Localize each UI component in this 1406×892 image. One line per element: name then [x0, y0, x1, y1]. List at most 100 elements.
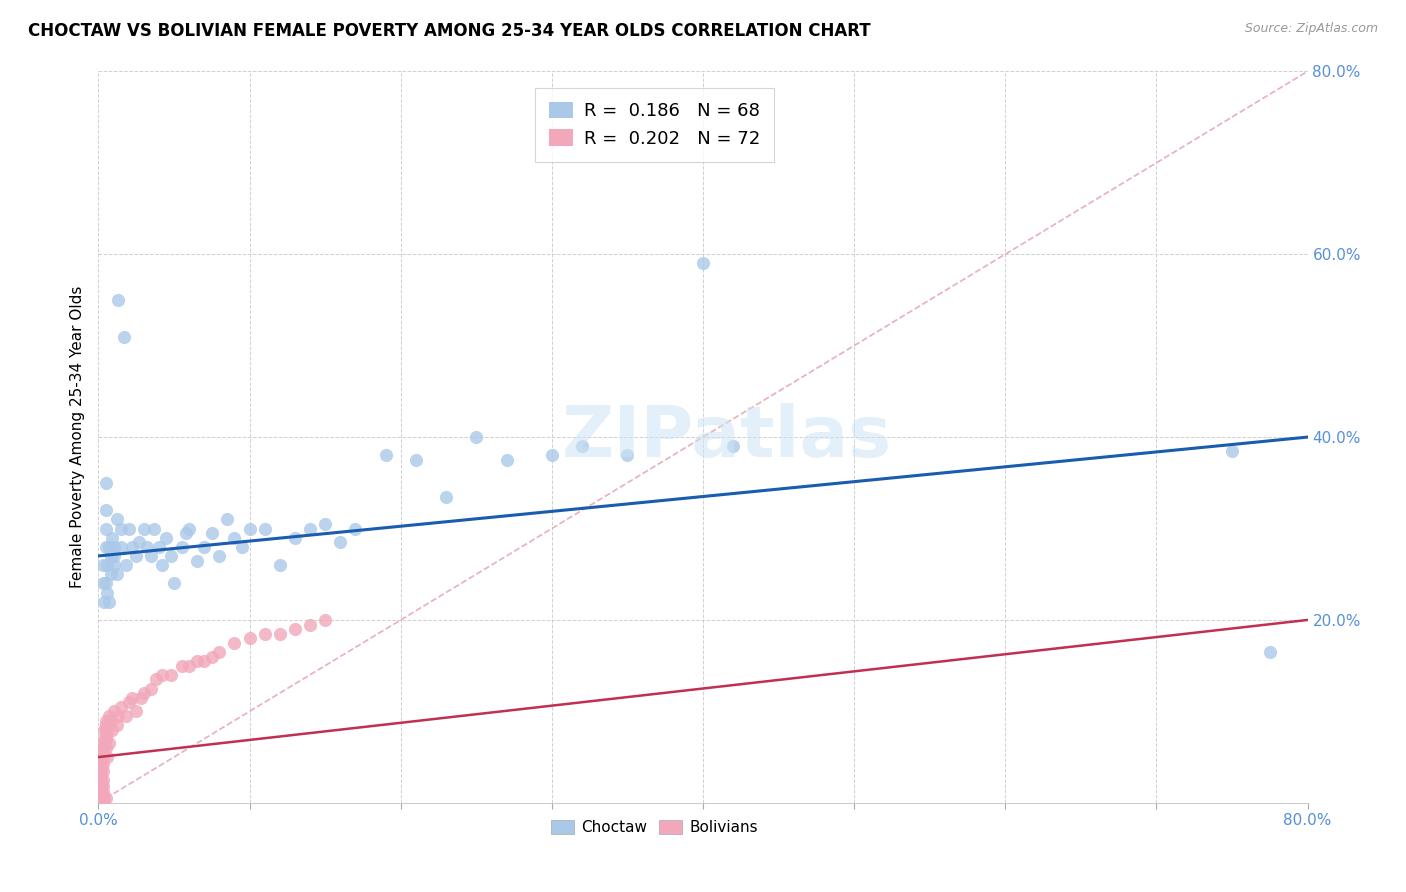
Point [100, 567, 122, 582]
Point [96, 558, 118, 573]
Point [114, 558, 136, 573]
Point [150, 558, 173, 573]
Point [89, 793, 111, 807]
Point [91, 785, 114, 799]
Point [284, 531, 307, 545]
Point [103, 705, 125, 719]
Point [110, 699, 132, 714]
Point [101, 531, 124, 545]
Point [91, 740, 114, 755]
Point [125, 549, 148, 563]
Point [186, 654, 208, 668]
Point [723, 439, 745, 453]
Point [103, 540, 125, 554]
Point [314, 516, 336, 531]
Point [201, 649, 224, 664]
Point [692, 256, 714, 270]
Point [143, 521, 166, 535]
Point [374, 448, 396, 462]
Point [90, 746, 112, 760]
Point [155, 531, 177, 545]
Text: Source: ZipAtlas.com: Source: ZipAtlas.com [1244, 22, 1378, 36]
Point [89, 772, 111, 787]
Point [93, 723, 115, 737]
Point [91, 576, 114, 591]
Point [145, 673, 167, 687]
Point [405, 453, 427, 467]
Point [118, 695, 141, 709]
Point [89, 792, 111, 806]
Point [94, 521, 117, 535]
Point [89, 782, 111, 797]
Point [90, 780, 112, 794]
Point [93, 594, 115, 608]
Point [1220, 443, 1243, 458]
Point [91, 757, 114, 772]
Point [98, 540, 121, 554]
Point [135, 540, 157, 554]
Point [174, 526, 197, 541]
Point [94, 791, 117, 805]
Point [112, 329, 135, 343]
Point [96, 750, 118, 764]
Point [89, 778, 111, 792]
Point [616, 448, 638, 462]
Point [91, 750, 114, 764]
Point [193, 654, 215, 668]
Point [110, 540, 132, 554]
Point [128, 535, 150, 549]
Point [89, 794, 111, 808]
Point [103, 549, 125, 563]
Point [125, 705, 148, 719]
Point [253, 521, 276, 535]
Point [90, 759, 112, 773]
Point [90, 791, 112, 805]
Point [90, 772, 112, 787]
Point [314, 613, 336, 627]
Point [201, 526, 224, 541]
Point [94, 723, 117, 737]
Point [540, 448, 562, 462]
Point [91, 792, 114, 806]
Point [170, 658, 193, 673]
Point [103, 558, 125, 573]
Point [231, 540, 253, 554]
Point [96, 585, 118, 599]
Point [101, 723, 124, 737]
Point [148, 540, 170, 554]
Point [94, 718, 117, 732]
Point [91, 780, 114, 794]
Point [129, 690, 152, 705]
Point [179, 658, 201, 673]
Point [91, 789, 114, 804]
Point [208, 645, 231, 659]
Text: CHOCTAW VS BOLIVIAN FEMALE POVERTY AMONG 25-34 YEAR OLDS CORRELATION CHART: CHOCTAW VS BOLIVIAN FEMALE POVERTY AMONG… [28, 22, 870, 40]
Point [284, 622, 307, 636]
Point [269, 558, 291, 573]
Point [215, 512, 238, 526]
Point [100, 714, 122, 728]
Point [141, 681, 163, 696]
Point [132, 686, 155, 700]
Point [329, 535, 352, 549]
Point [105, 567, 128, 582]
Point [98, 709, 121, 723]
Point [571, 439, 593, 453]
Point [110, 521, 132, 535]
Point [107, 709, 129, 723]
Point [253, 626, 276, 640]
Point [93, 731, 115, 746]
Point [495, 453, 517, 467]
Point [94, 740, 117, 755]
Point [179, 521, 201, 535]
Point [91, 772, 114, 787]
Legend: Choctaw, Bolivians: Choctaw, Bolivians [543, 813, 766, 843]
Point [239, 632, 262, 646]
Point [90, 768, 112, 782]
Point [118, 521, 141, 535]
Point [107, 293, 129, 307]
Point [465, 430, 488, 444]
Point [344, 521, 367, 535]
Point [132, 521, 155, 535]
Point [141, 549, 163, 563]
